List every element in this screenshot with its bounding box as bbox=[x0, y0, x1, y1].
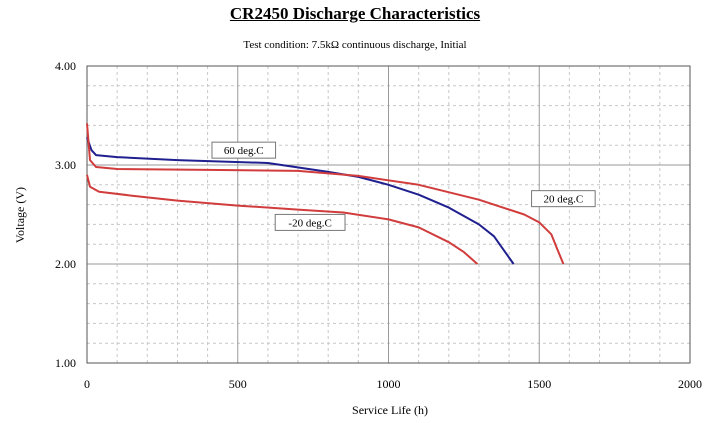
y-tick-label: 2.00 bbox=[55, 257, 76, 271]
x-axis-label: Service Life (h) bbox=[352, 403, 428, 417]
series-label: 20 deg.C bbox=[544, 194, 584, 206]
series-line bbox=[86, 136, 515, 265]
series-line bbox=[86, 174, 479, 265]
major-grid bbox=[87, 66, 690, 363]
x-tick-label: 500 bbox=[229, 377, 247, 391]
series-label-box bbox=[211, 141, 277, 159]
series-label: -20 deg.C bbox=[288, 217, 331, 229]
chart-title: CR2450 Discharge Characteristics bbox=[229, 4, 481, 23]
axis-ticks: 0 500 1000 1500 2000 1.00 2.00 3.00 4.00 bbox=[55, 59, 702, 391]
y-tick-label: 1.00 bbox=[55, 356, 76, 370]
x-tick-label: 2000 bbox=[678, 377, 702, 391]
x-tick-label: 0 bbox=[84, 377, 90, 391]
y-tick-label: 3.00 bbox=[55, 158, 76, 172]
chart-subtitle: Test condition: 7.5kΩ continuous dischar… bbox=[243, 39, 467, 51]
series-lines bbox=[86, 123, 565, 265]
x-tick-label: 1500 bbox=[527, 377, 551, 391]
y-tick-label: 4.00 bbox=[55, 59, 76, 73]
series-labels: 60 deg.C 20 deg.C -20 deg.C bbox=[211, 141, 596, 231]
series-label: 60 deg.C bbox=[224, 145, 264, 157]
series-label-box bbox=[531, 190, 596, 208]
series-line bbox=[86, 123, 565, 265]
series-label-box bbox=[274, 213, 346, 231]
plot-frame bbox=[86, 65, 691, 364]
x-tick-label: 1000 bbox=[377, 377, 401, 391]
